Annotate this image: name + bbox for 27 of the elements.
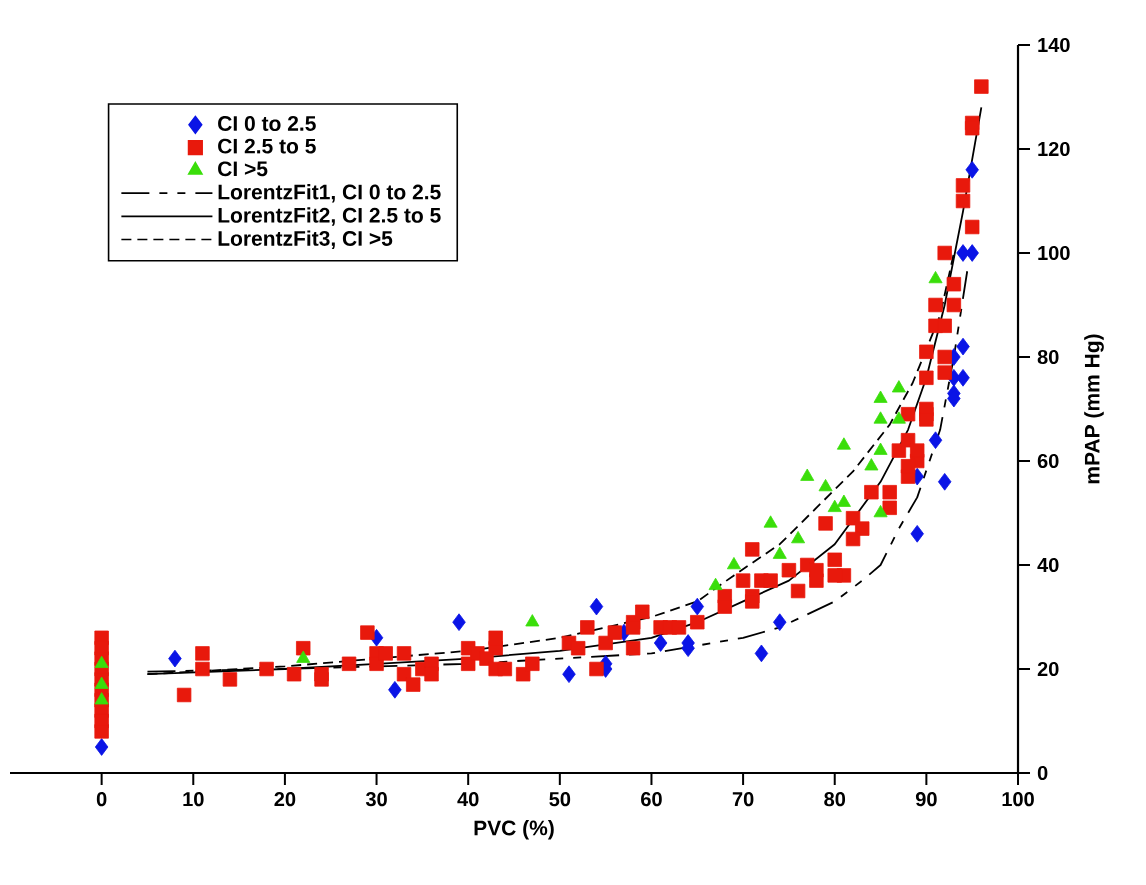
x-tick-label: 50	[549, 792, 571, 807]
x-tick-label: 90	[915, 792, 937, 807]
y-tick-label: 100	[1038, 245, 1070, 261]
y-tick-label: 140	[1038, 37, 1070, 53]
x-tick-label: 0	[96, 792, 107, 807]
x-tick-label: 60	[641, 792, 662, 807]
legend-label: CI 0 to 2.5	[218, 116, 316, 131]
x-tick-label: 10	[183, 792, 204, 807]
y-tick-label: 0	[1037, 765, 1048, 781]
legend-label: CI >5	[218, 161, 268, 177]
x-tick-label: 100	[1002, 792, 1034, 807]
x-tick-label: 80	[824, 792, 846, 807]
y-tick-label: 80	[1037, 349, 1059, 365]
x-axis-title: PVC (%)	[474, 819, 554, 840]
x-tick-label: 30	[365, 792, 387, 807]
y-axis-title: mPAP (mm Hg)	[1084, 334, 1104, 484]
legend-label: LorentzFit2, CI 2.5 to 5	[218, 207, 441, 226]
legend-label: LorentzFit1, CI 0 to 2.5	[218, 184, 441, 203]
x-tick-label: 20	[274, 792, 296, 807]
legend-label: CI 2.5 to 5	[218, 138, 316, 154]
x-tick-label: 70	[732, 792, 754, 807]
x-tick-label: 40	[457, 792, 479, 807]
y-tick-label: 120	[1038, 141, 1070, 157]
y-tick-label: 20	[1037, 661, 1059, 677]
legend-label: LorentzFit3, CI >5	[218, 230, 393, 249]
y-tick-label: 40	[1037, 557, 1059, 573]
y-tick-label: 60	[1037, 453, 1059, 469]
